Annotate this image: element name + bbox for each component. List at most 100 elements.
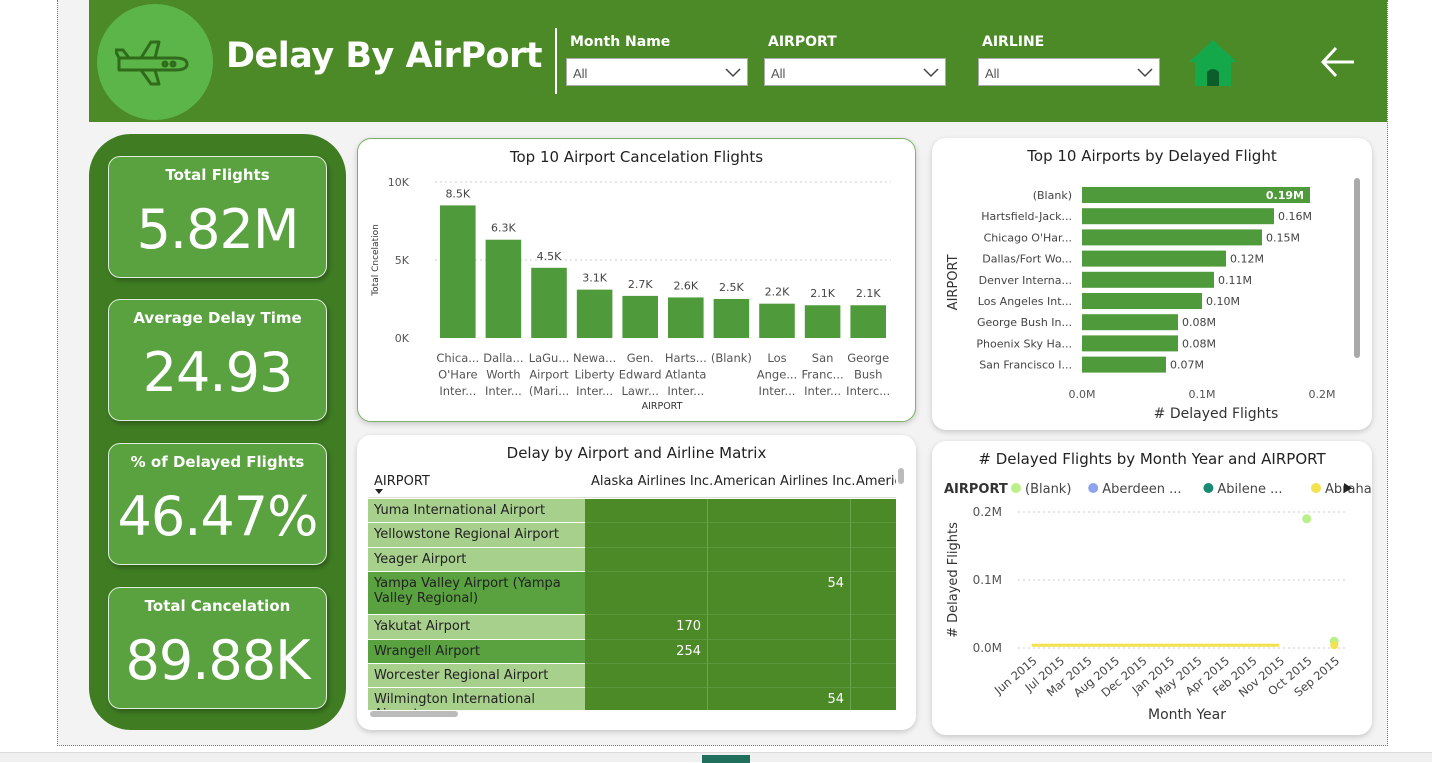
matrix-cell[interactable] [708, 523, 851, 548]
x-tick-label: O'Hare [438, 368, 477, 382]
chart-title: Delay by Airport and Airline Matrix [506, 444, 767, 462]
x-tick-label: Inter... [576, 384, 613, 398]
kpi-average-delay: Average Delay Time 24.93 [108, 299, 327, 421]
matrix-cell[interactable] [585, 688, 708, 710]
matrix-cell[interactable] [851, 523, 896, 548]
matrix-cell[interactable]: 54 [708, 688, 851, 710]
table-row[interactable]: Wrangell Airport 254 [368, 640, 896, 664]
airport-airline-matrix[interactable]: AIRPORT Alaska Airlines Inc. American Ai… [368, 468, 896, 710]
table-row[interactable]: Yuma International Airport [368, 499, 896, 523]
slicer-airport-dropdown[interactable]: All [764, 58, 946, 86]
data-label: 0.12M [1230, 253, 1264, 266]
matrix-horizontal-scrollbar[interactable] [370, 711, 458, 717]
slicer-airport-label: AIRPORT [768, 34, 837, 50]
matrix-cell[interactable]: 170 [585, 615, 708, 640]
x-tick-label: Gen. [627, 351, 654, 365]
matrix-cell[interactable] [585, 572, 708, 615]
legend-marker [1011, 483, 1021, 493]
table-row[interactable]: Yampa Valley Airport (Yampa Valley Regio… [368, 572, 896, 615]
slicer-airline-value: All [985, 66, 1000, 81]
monthly-delay-card: # Delayed Flights by Month Year and AIRP… [932, 441, 1372, 735]
data-label: 0.16M [1278, 210, 1312, 223]
matrix-cell[interactable] [585, 548, 708, 572]
x-tick-label: Los [767, 351, 786, 365]
y-axis-title: AIRPORT [946, 254, 961, 310]
x-tick-label: Airport [529, 368, 569, 382]
x-tick-label: Bush [854, 368, 882, 382]
monthly-delay-line-chart: AIRPORT(Blank)Aberdeen ...Abilene ...Abr… [944, 482, 1372, 723]
table-row[interactable]: Yakutat Airport 170 [368, 615, 896, 640]
matrix-row-header: Yeager Airport [368, 548, 585, 572]
slicer-month-label: Month Name [570, 34, 671, 50]
matrix-col-airport[interactable]: AIRPORT [374, 474, 430, 489]
table-row[interactable]: Yellowstone Regional Airport [368, 523, 896, 548]
y-tick-label: Chicago O'Har... [984, 231, 1072, 244]
matrix-col-header[interactable]: American Airlines Inc. [714, 474, 856, 489]
matrix-cell[interactable] [708, 615, 851, 640]
data-label: 8.5K [445, 187, 470, 200]
matrix-cell[interactable]: 54 [708, 572, 851, 615]
matrix-cell[interactable] [708, 640, 851, 664]
matrix-col-header[interactable]: Americ [856, 474, 896, 489]
data-label: 0.07M [1170, 359, 1204, 372]
kpi-label: % of Delayed Flights [130, 453, 305, 471]
matrix-cell[interactable] [708, 664, 851, 688]
legend-label: Abilene ... [1217, 482, 1282, 497]
matrix-vertical-scrollbar[interactable] [898, 468, 904, 484]
bar [440, 205, 476, 338]
kpi-value: 46.47% [117, 485, 319, 548]
x-tick-label: San [812, 351, 834, 365]
bar [759, 303, 795, 338]
matrix-col-header[interactable]: Alaska Airlines Inc. [591, 474, 714, 489]
table-row[interactable]: Worcester Regional Airport [368, 664, 896, 688]
matrix-cell[interactable] [851, 499, 896, 523]
back-arrow-icon[interactable] [1320, 44, 1356, 80]
data-label: 2.2K [765, 286, 790, 299]
slicer-month-value: All [573, 66, 588, 81]
x-tick-label: Harts... [665, 351, 707, 365]
y-tick-label: 0.2M [973, 505, 1002, 519]
matrix-cell[interactable] [851, 688, 896, 710]
matrix-cell[interactable] [708, 548, 851, 572]
data-label: 2.5K [719, 281, 744, 294]
slicer-month-dropdown[interactable]: All [566, 58, 748, 86]
x-tick-label: Inter... [759, 384, 796, 398]
x-tick-label: 0.1M [1189, 388, 1216, 401]
legend-label: (Blank) [1025, 482, 1071, 497]
data-label: 4.5K [537, 250, 562, 263]
sort-descending-icon[interactable] [375, 489, 383, 495]
data-label: 2.7K [628, 278, 653, 291]
bar [1082, 271, 1214, 288]
matrix-cell[interactable]: 254 [585, 640, 708, 664]
x-tick-label: Inter... [439, 384, 476, 398]
legend-marker [1311, 483, 1321, 493]
matrix-cell[interactable] [851, 572, 896, 615]
matrix-cell[interactable] [851, 640, 896, 664]
slicer-airline-dropdown[interactable]: All [978, 58, 1160, 86]
table-row[interactable]: Yeager Airport [368, 548, 896, 572]
active-page-tab[interactable] [702, 755, 750, 763]
data-label: 2.6K [673, 279, 698, 292]
matrix-row-header: Yuma International Airport [368, 499, 585, 523]
y-tick-label: 5K [395, 254, 410, 267]
matrix-cell[interactable] [851, 615, 896, 640]
x-tick-label: 0.0M [1069, 388, 1096, 401]
matrix-cell[interactable] [708, 499, 851, 523]
matrix-cell[interactable] [585, 499, 708, 523]
bar [1082, 293, 1202, 309]
x-tick-label: Inter... [804, 384, 841, 398]
matrix-cell[interactable] [851, 548, 896, 572]
chevron-down-icon [1137, 68, 1153, 78]
bar [1082, 356, 1166, 373]
x-tick-label: Chica... [436, 351, 479, 365]
matrix-cell[interactable] [585, 664, 708, 688]
home-icon[interactable] [1187, 38, 1239, 88]
slicer-airline-label: AIRLINE [982, 34, 1045, 50]
bar [1082, 250, 1226, 267]
kpi-value: 89.88K [125, 629, 310, 692]
matrix-cell[interactable] [585, 523, 708, 548]
kpi-label: Total Flights [165, 166, 270, 184]
bar [1082, 208, 1274, 225]
table-row[interactable]: Wilmington International Airport 54 [368, 688, 896, 710]
matrix-cell[interactable] [851, 664, 896, 688]
